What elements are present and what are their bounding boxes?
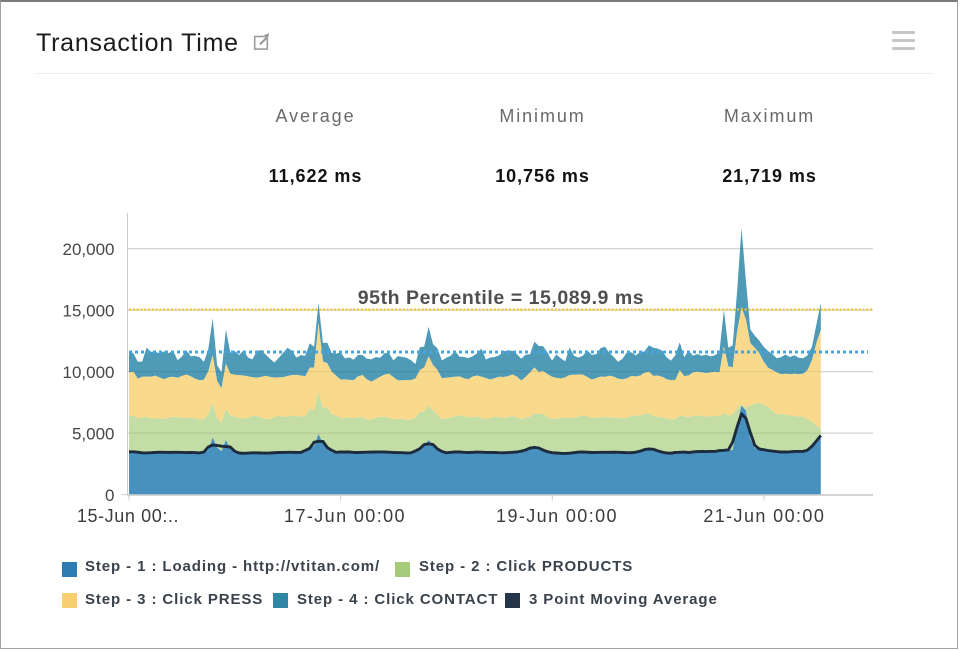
svg-text:20,000: 20,000 xyxy=(63,240,115,259)
svg-text:5,000: 5,000 xyxy=(72,424,115,443)
svg-text:0: 0 xyxy=(105,486,114,505)
svg-text:15,000: 15,000 xyxy=(63,301,115,320)
svg-text:17-Jun 00:00: 17-Jun 00:00 xyxy=(284,506,406,526)
svg-text:10,000: 10,000 xyxy=(63,363,115,382)
svg-text:19-Jun 00:00: 19-Jun 00:00 xyxy=(496,506,618,526)
svg-text:15-Jun 00:..: 15-Jun 00:.. xyxy=(77,506,179,526)
svg-text:21-Jun 00:00: 21-Jun 00:00 xyxy=(703,506,825,526)
svg-text:95th Percentile = 15,089.9 ms: 95th Percentile = 15,089.9 ms xyxy=(358,287,644,309)
